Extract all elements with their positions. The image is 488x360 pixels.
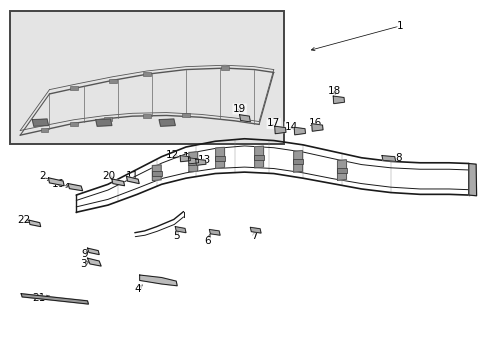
Text: 10: 10	[52, 179, 65, 189]
Polygon shape	[87, 258, 101, 266]
Polygon shape	[294, 127, 305, 135]
Text: 12: 12	[165, 150, 179, 160]
Polygon shape	[332, 96, 344, 104]
Text: 15: 15	[183, 152, 196, 162]
Polygon shape	[180, 156, 190, 162]
Text: 13: 13	[198, 155, 211, 165]
Polygon shape	[311, 124, 323, 131]
Text: 4: 4	[135, 284, 141, 294]
Polygon shape	[254, 146, 263, 168]
Polygon shape	[126, 176, 139, 184]
Polygon shape	[195, 159, 205, 165]
Text: 7: 7	[250, 231, 257, 240]
Bar	[143, 72, 151, 76]
Bar	[70, 122, 78, 126]
Polygon shape	[96, 119, 112, 126]
Bar	[215, 156, 224, 161]
Text: 9: 9	[81, 248, 88, 258]
Text: 2: 2	[39, 171, 45, 181]
Bar	[109, 79, 117, 83]
Polygon shape	[112, 179, 124, 186]
Polygon shape	[68, 184, 82, 191]
Bar	[104, 117, 112, 121]
Polygon shape	[381, 156, 395, 161]
Text: 16: 16	[308, 118, 321, 128]
Polygon shape	[29, 220, 41, 226]
Bar	[41, 129, 48, 132]
Text: 22: 22	[18, 215, 31, 225]
Text: 20: 20	[102, 171, 115, 181]
Polygon shape	[239, 115, 250, 122]
Bar	[10, 12, 283, 144]
Text: 6: 6	[204, 236, 211, 246]
Bar	[70, 86, 78, 90]
Text: 14: 14	[284, 122, 297, 132]
Polygon shape	[209, 229, 220, 235]
Text: 3: 3	[80, 259, 87, 269]
Text: 18: 18	[327, 86, 341, 96]
Text: 1: 1	[396, 21, 403, 31]
Polygon shape	[87, 248, 99, 255]
Text: 17: 17	[266, 118, 280, 128]
Polygon shape	[337, 160, 346, 180]
Bar	[293, 159, 303, 164]
Bar	[143, 114, 151, 118]
Polygon shape	[175, 226, 185, 233]
Polygon shape	[188, 152, 197, 172]
Polygon shape	[188, 158, 198, 164]
Bar	[221, 66, 228, 70]
Polygon shape	[215, 147, 224, 168]
Text: 21: 21	[32, 293, 45, 303]
Text: 11: 11	[125, 171, 139, 181]
Text: 19: 19	[232, 104, 246, 114]
Text: 5: 5	[173, 231, 179, 240]
Polygon shape	[21, 294, 88, 304]
Bar	[336, 168, 346, 173]
Polygon shape	[48, 178, 64, 186]
Polygon shape	[159, 119, 175, 126]
Polygon shape	[140, 275, 177, 286]
Polygon shape	[293, 150, 302, 172]
Polygon shape	[274, 126, 285, 134]
Bar	[254, 155, 264, 160]
Text: 8: 8	[394, 153, 401, 163]
Polygon shape	[32, 119, 48, 126]
Polygon shape	[152, 165, 161, 180]
Polygon shape	[250, 227, 261, 233]
Bar	[152, 171, 161, 176]
Bar	[188, 159, 198, 165]
Bar	[182, 113, 189, 117]
Polygon shape	[468, 163, 476, 196]
